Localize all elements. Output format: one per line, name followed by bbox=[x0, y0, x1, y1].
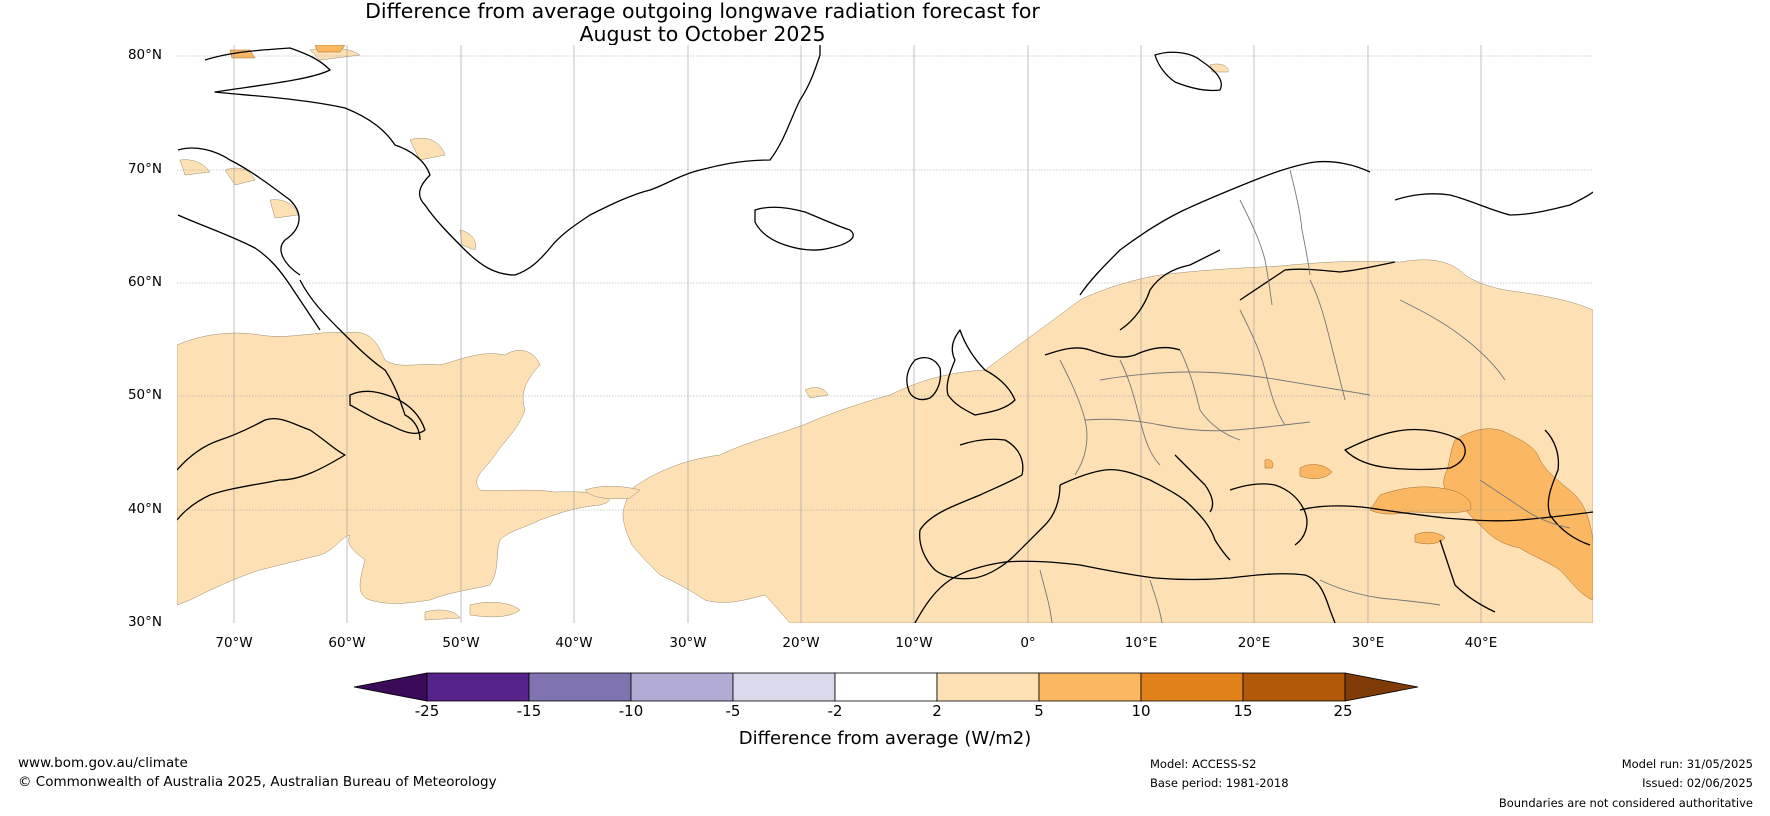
lon-label-50w: 50°W bbox=[442, 635, 480, 651]
colorbar-tick-label: 10 bbox=[1131, 702, 1151, 720]
colorbar-bin bbox=[426, 672, 530, 702]
coastlines bbox=[177, 45, 1593, 623]
footer-copyright: © Commonwealth of Australia 2025, Austra… bbox=[18, 774, 497, 790]
colorbar-extension-low bbox=[353, 672, 428, 702]
footer-disclaimer: Boundaries are not considered authoritat… bbox=[1498, 796, 1753, 810]
colorbar-tick-label: -2 bbox=[827, 702, 843, 720]
footer-website[interactable]: www.bom.gov.au/climate bbox=[18, 755, 188, 771]
lon-label-0: 0° bbox=[1020, 635, 1036, 651]
chart-title: Difference from average outgoing longwav… bbox=[0, 0, 1405, 46]
lon-label-60w: 60°W bbox=[328, 635, 366, 651]
colorbar-tick-label: -5 bbox=[725, 702, 741, 720]
colorbar-title: Difference from average (W/m2) bbox=[738, 728, 1032, 749]
colorbar-tick-label: -15 bbox=[516, 702, 542, 720]
lon-label-40w: 40°W bbox=[555, 635, 593, 651]
colorbar-bin bbox=[936, 672, 1040, 702]
lat-label-50n: 50°N bbox=[127, 387, 162, 403]
country-borders bbox=[1039, 169, 1571, 623]
lat-label-80n: 80°N bbox=[127, 47, 162, 63]
lon-label-20w: 20°W bbox=[782, 635, 820, 651]
colorbar-bin bbox=[1140, 672, 1244, 702]
colorbar-extension-high bbox=[1344, 672, 1419, 702]
colorbar-tick-label: 5 bbox=[1034, 702, 1044, 720]
colorbar-bin bbox=[1038, 672, 1142, 702]
lat-label-30n: 30°N bbox=[127, 614, 162, 630]
lon-label-40e: 40°E bbox=[1464, 635, 1498, 651]
colorbar-tick-label: 25 bbox=[1333, 702, 1353, 720]
colorbar-bin bbox=[732, 672, 836, 702]
colorbar-tick-label: 2 bbox=[932, 702, 942, 720]
lon-label-30e: 30°E bbox=[1351, 635, 1385, 651]
colorbar-tick-label: -25 bbox=[414, 702, 440, 720]
footer-issued: Issued: 02/06/2025 bbox=[1642, 776, 1753, 790]
gridlines bbox=[177, 45, 1593, 623]
title-line-1: Difference from average outgoing longwav… bbox=[365, 0, 1040, 23]
anomaly-field-2-5 bbox=[177, 47, 1593, 623]
lon-label-10e: 10°E bbox=[1124, 635, 1158, 651]
lon-label-70w: 70°W bbox=[215, 635, 253, 651]
colorbar-bin bbox=[630, 672, 734, 702]
lon-label-10w: 10°W bbox=[895, 635, 933, 651]
colorbar-bin bbox=[1242, 672, 1346, 702]
colorbar-tick-label: -10 bbox=[618, 702, 644, 720]
lon-label-20e: 20°E bbox=[1237, 635, 1271, 651]
footer-model: Model: ACCESS-S2 bbox=[1150, 757, 1257, 771]
footer-base-period: Base period: 1981-2018 bbox=[1150, 776, 1289, 790]
title-line-2: August to October 2025 bbox=[579, 22, 826, 46]
colorbar-bin bbox=[528, 672, 632, 702]
lat-label-40n: 40°N bbox=[127, 501, 162, 517]
footer-model-run: Model run: 31/05/2025 bbox=[1621, 757, 1753, 771]
lat-label-60n: 60°N bbox=[127, 274, 162, 290]
colorbar-bin bbox=[834, 672, 938, 702]
colorbar-tick-label: 15 bbox=[1233, 702, 1253, 720]
lon-label-30w: 30°W bbox=[669, 635, 707, 651]
lat-label-70n: 70°N bbox=[127, 161, 162, 177]
